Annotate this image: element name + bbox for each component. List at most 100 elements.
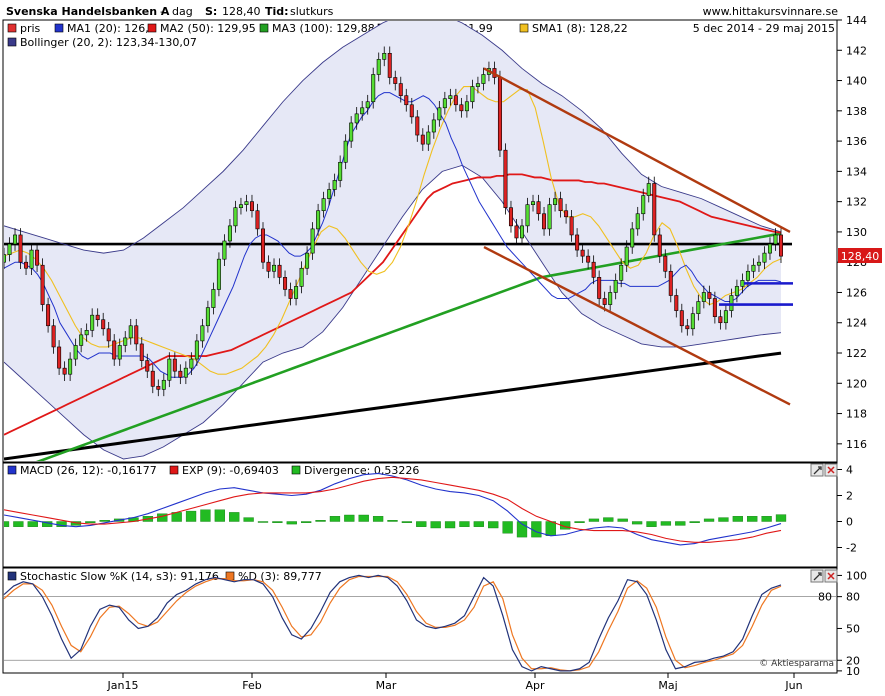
candle-body [117,345,122,360]
x-tick-label: Jan15 [107,679,139,692]
candle-body [139,343,144,361]
candle-body [674,295,679,311]
candle-body [382,53,387,60]
candle-body [602,298,607,305]
divergence-bar [545,521,556,537]
divergence-bar [675,521,686,526]
divergence-bar [516,521,528,538]
candle-body [586,255,591,263]
y-tick-label: 120 [846,377,867,390]
divergence-bar [185,510,197,522]
divergence-bar [689,521,700,523]
candle-body [244,201,249,205]
stoch-y-tick-label: 100 [846,569,867,582]
bollinger-lower-line [4,164,782,460]
candle-body [503,149,508,208]
x-tick-label: Apr [525,679,545,692]
candle-body [261,228,265,263]
tid-value: slutkurs [290,5,334,18]
macd-legend: MACD (26, 12): -0,16177 EXP (9): -0,69403… [7,464,419,477]
candle-body [426,131,431,145]
candle-body [101,319,106,330]
candle-body [134,325,139,345]
macd-legend-swatch [169,465,179,475]
candle-body [767,243,772,254]
tid-label: Tid: [265,5,289,18]
candle-body [740,280,745,287]
candle-body [712,298,717,317]
candle-body [464,101,469,112]
divergence-bar [4,521,10,527]
candle-body [299,267,304,287]
legend-swatch [7,37,17,47]
candle-body [327,189,332,199]
divergence-bar [329,516,341,522]
stoch-legend-label: Stochastic Slow %K (14, s3): 91,176 [20,570,219,583]
candle-body [696,301,701,314]
candle-body [646,183,651,196]
header-sep: - [160,5,164,18]
divergence-bar [85,521,96,523]
candle-body [227,225,232,242]
candle-body [360,107,365,115]
candle-body [635,213,640,230]
site-url[interactable]: www.hittakursvinnare.se [703,5,839,18]
candle-body [62,367,67,375]
candle-body [762,252,767,263]
close-icon [827,572,835,580]
candle-body [613,280,618,293]
stoch-tool-settings[interactable] [810,569,824,583]
legend-swatch [519,23,529,33]
price-series [4,21,793,461]
y-tick-label: 134 [846,165,867,178]
divergence-bar [344,514,355,522]
stoch-tool-close[interactable] [824,569,838,583]
wrench-icon [813,572,822,581]
macd-y-tick-label: 2 [846,490,853,503]
candle-body [376,59,381,75]
candle-body [404,95,409,106]
macd-tool-settings[interactable] [810,463,824,477]
candle-body [514,225,519,239]
candle-body [751,264,756,272]
y-tick-label: 136 [846,135,867,148]
candle-body [272,264,277,272]
candle-body [354,113,359,124]
candle-body [68,358,73,375]
candle-body [200,325,205,342]
macd-tool-close[interactable] [824,463,838,477]
candle-body [222,240,227,260]
y-tick-label: 124 [846,317,867,330]
candle-body [459,104,464,112]
divergence-bar [286,521,297,525]
legend-label: Bollinger (20, 2): 123,34-130,07 [20,36,197,49]
candle-body [497,77,502,151]
candle-body [652,183,657,236]
candle-body [365,101,370,109]
divergence-bar [444,521,456,529]
candle-body [547,204,552,230]
candle-body [13,234,18,245]
candle-body [729,295,734,311]
candle-body [294,286,299,299]
price-tag-text: 128,40 [841,250,880,263]
y-tick-label: 132 [846,196,867,209]
trend-line-upper [483,67,791,233]
candle-body [7,243,12,255]
candle-body [718,316,723,324]
candle-body [475,83,480,87]
candle-body [531,201,536,205]
legend-swatch [259,23,269,33]
candle-body [597,277,602,299]
divergence-bar [775,514,787,522]
candle-body [349,122,354,142]
candle-body [35,249,40,266]
candle-body [580,249,585,257]
candle-body [189,358,194,369]
divergence-bar [703,518,715,522]
candle-body [283,277,288,290]
divergence-bar [488,521,499,529]
candle-body [18,234,23,263]
